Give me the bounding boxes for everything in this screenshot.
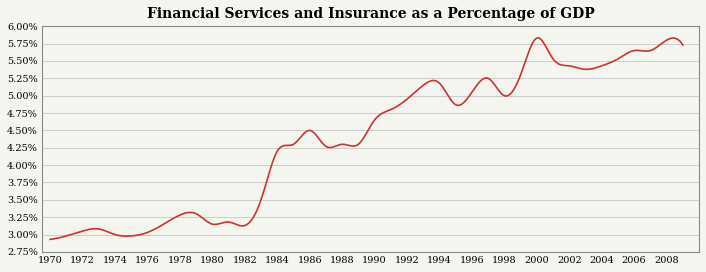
Title: Financial Services and Insurance as a Percentage of GDP: Financial Services and Insurance as a Pe… xyxy=(147,7,594,21)
